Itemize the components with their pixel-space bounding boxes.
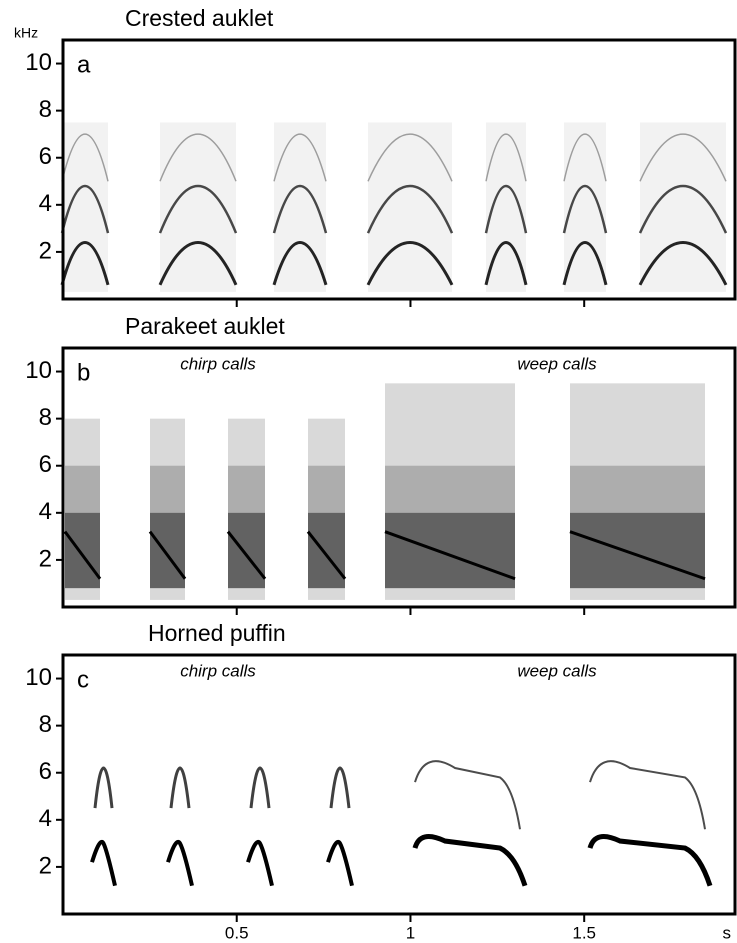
harmonic [273,133,327,182]
harmonic [587,833,713,887]
annotation: weep calls [517,661,597,680]
panel-label: c [77,666,89,693]
harmonic [485,133,527,182]
x-tick-label: 0.5 [225,923,249,942]
y-tick-label: 6 [39,143,52,170]
harmonic [90,839,117,887]
y-tick-label: 8 [39,96,52,123]
harmonic [638,241,728,286]
noise [570,465,705,513]
harmonic [329,766,351,809]
panel-title: Crested auklet [125,5,274,31]
x-tick-label: 1 [406,923,415,942]
harmonic [412,833,528,887]
harmonic [158,185,238,234]
harmonic [639,133,727,182]
annotation: weep calls [517,354,597,373]
noise [308,465,345,513]
harmonic [569,530,706,581]
harmonic [148,530,187,580]
harmonic [249,766,271,809]
band [570,512,705,589]
x-tick-label: 1.5 [572,923,596,942]
noise [385,465,515,513]
y-tick-label: 2 [39,852,52,879]
harmonic [93,766,114,809]
noise [274,122,326,292]
harmonic [272,241,328,286]
harmonic [60,241,110,286]
harmonic [366,185,454,234]
harmonic [367,133,453,182]
band [150,512,185,589]
plot-frame [61,653,737,916]
noise [160,122,236,292]
plot-frame [61,346,737,609]
harmonic [272,185,328,234]
band [228,512,265,589]
harmonic [384,530,516,581]
y-tick-label: 4 [39,190,52,217]
harmonic [159,133,237,182]
harmonic [306,530,347,580]
noise [150,465,185,513]
panel: Horned puffin c chirp calls weep calls 2 4 6 8 1… [25,620,737,942]
harmonic [326,839,354,887]
harmonic [484,240,528,286]
y-tick-label: 8 [39,404,52,431]
panel-title: Parakeet auklet [125,313,285,339]
noise [368,122,452,292]
harmonic [563,133,607,182]
harmonic [562,240,608,286]
noise [62,122,108,292]
y-tick-label: 2 [39,545,52,572]
harmonic [60,185,110,234]
panel: Crested auklet a kHz 2 4 6 8 10 [14,5,737,307]
harmonic [484,184,528,234]
y-tick-label: 4 [39,498,52,525]
panel-title: Horned puffin [148,620,286,646]
harmonic [63,530,102,580]
y-tick-label: 10 [25,49,52,76]
harmonic [414,760,521,830]
x-unit: s [723,923,732,942]
band [308,512,345,589]
harmonic [226,530,267,580]
harmonic [61,133,109,182]
panel-label: b [77,359,90,386]
harmonic [166,839,194,887]
band [65,512,100,589]
harmonic [169,766,191,809]
y-tick-label: 6 [39,451,52,478]
noise [640,122,726,292]
harmonic [366,241,454,286]
y-unit: kHz [14,25,38,41]
noise [65,465,100,513]
y-tick-label: 10 [25,357,52,384]
y-tick-label: 6 [39,758,52,785]
harmonic [589,760,706,830]
noise [564,122,606,292]
y-tick-label: 8 [39,711,52,738]
panel-label: a [77,51,91,78]
noise [228,465,265,513]
noise [486,122,526,292]
harmonic [158,241,238,286]
band [385,512,515,589]
annotation: chirp calls [180,661,256,680]
y-tick-label: 2 [39,237,52,264]
harmonic [562,184,608,234]
annotation: chirp calls [180,354,256,373]
y-tick-label: 4 [39,805,52,832]
harmonic [638,185,728,234]
plot-frame [61,38,737,301]
panel: Parakeet auklet b chirp calls weep calls 2 4 6… [25,313,737,615]
harmonic [246,839,274,887]
y-tick-label: 10 [25,664,52,691]
